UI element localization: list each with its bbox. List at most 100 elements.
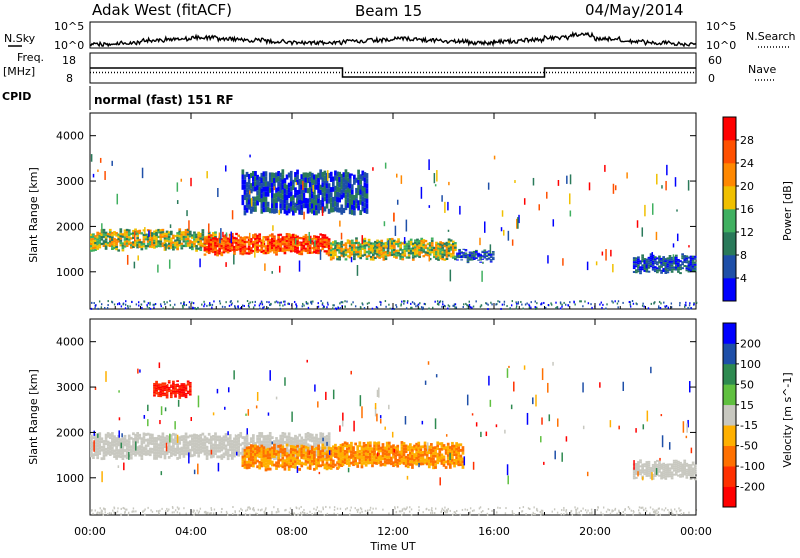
clutter-cell: [318, 302, 319, 304]
clutter-cell: [253, 306, 254, 308]
clutter-cell: [302, 303, 303, 305]
clutter-cell: [108, 300, 109, 302]
data-cell: [345, 245, 348, 247]
clutter-cell: [664, 509, 665, 511]
clutter-cell: [531, 301, 532, 303]
clutter-cell: [255, 301, 256, 303]
scatter-cell: [604, 165, 606, 172]
scatter-cell: [605, 249, 607, 261]
freq-label-line1: Freq.: [17, 51, 44, 64]
clutter-cell: [455, 303, 456, 305]
clutter-cell: [280, 302, 281, 304]
clutter-cell: [142, 511, 143, 513]
data-cell: [475, 258, 478, 259]
clutter-cell: [159, 510, 160, 512]
clutter-cell: [516, 307, 517, 309]
data-cell: [656, 263, 659, 265]
scatter-cell: [101, 223, 103, 233]
clutter-cell: [121, 508, 122, 510]
clutter-cell: [247, 300, 248, 302]
scatter-cell: [613, 184, 615, 194]
clutter-cell: [581, 514, 582, 516]
data-cell: [315, 434, 318, 437]
colorbar-segment: [723, 163, 736, 186]
clutter-cell: [178, 507, 179, 509]
clutter-cell: [123, 507, 124, 509]
data-cell: [354, 460, 357, 463]
data-cell: [660, 266, 663, 268]
data-cell: [694, 268, 697, 270]
scatter-cell: [503, 230, 505, 236]
clutter-cell: [296, 307, 297, 309]
data-cell: [195, 250, 198, 252]
clutter-cell: [561, 509, 562, 511]
clutter-cell: [617, 303, 618, 305]
data-cell: [473, 255, 476, 256]
clutter-cell: [605, 307, 606, 309]
data-cell: [454, 247, 457, 249]
clutter-cell: [441, 510, 442, 512]
data-cell: [671, 271, 674, 273]
data-cell: [98, 452, 101, 455]
clutter-cell: [467, 509, 468, 511]
data-cell: [189, 385, 192, 387]
clutter-cell: [629, 301, 630, 303]
clutter-cell: [189, 301, 190, 303]
data-cell: [459, 443, 462, 446]
data-cell: [658, 256, 661, 258]
scatter-cell: [547, 255, 549, 263]
data-cell: [237, 440, 240, 443]
data-cell: [143, 243, 146, 245]
clutter-cell: [597, 509, 598, 511]
clutter-cell: [509, 308, 510, 310]
data-cell: [490, 256, 493, 257]
data-cell: [170, 231, 173, 233]
data-cell: [279, 234, 282, 236]
clutter-cell: [418, 509, 419, 511]
clutter-cell: [581, 300, 582, 302]
scatter-cell: [502, 210, 504, 216]
clutter-cell: [141, 304, 142, 306]
clutter-cell: [323, 508, 324, 510]
clutter-cell: [221, 511, 222, 513]
scatter-cell: [343, 251, 345, 258]
data-cell: [136, 235, 139, 237]
clutter-cell: [450, 510, 451, 512]
data-cell: [648, 271, 651, 273]
clutter-cell: [175, 509, 176, 511]
clutter-cell: [125, 300, 126, 302]
data-cell: [639, 270, 642, 272]
clutter-cell: [279, 302, 280, 304]
data-cell: [635, 477, 638, 479]
data-cell: [694, 262, 697, 264]
data-cell: [328, 435, 331, 438]
data-cell: [351, 184, 354, 189]
clutter-cell: [309, 511, 310, 513]
data-cell: [328, 238, 331, 240]
clutter-cell: [382, 509, 383, 511]
clutter-cell: [602, 304, 603, 306]
scatter-cell: [610, 250, 612, 257]
data-cell: [445, 466, 448, 469]
clutter-cell: [262, 303, 263, 305]
scatter-cell: [307, 178, 309, 183]
scatter-cell: [309, 232, 311, 241]
clutter-cell: [632, 300, 633, 302]
clutter-cell: [327, 304, 328, 306]
data-cell: [271, 436, 274, 439]
data-cell: [172, 237, 175, 239]
clutter-cell: [409, 506, 410, 508]
scatter-cell: [447, 202, 449, 211]
clutter-cell: [173, 511, 174, 513]
clutter-cell: [144, 301, 145, 303]
scatter-cell: [553, 219, 555, 226]
data-cell: [328, 432, 331, 435]
clutter-cell: [297, 514, 298, 516]
data-cell: [145, 247, 148, 249]
clutter-cell: [242, 509, 243, 511]
clutter-cell: [166, 508, 167, 510]
clutter-cell: [540, 514, 541, 516]
data-cell: [460, 259, 463, 260]
clutter-cell: [339, 302, 340, 304]
clutter-cell: [265, 509, 266, 511]
